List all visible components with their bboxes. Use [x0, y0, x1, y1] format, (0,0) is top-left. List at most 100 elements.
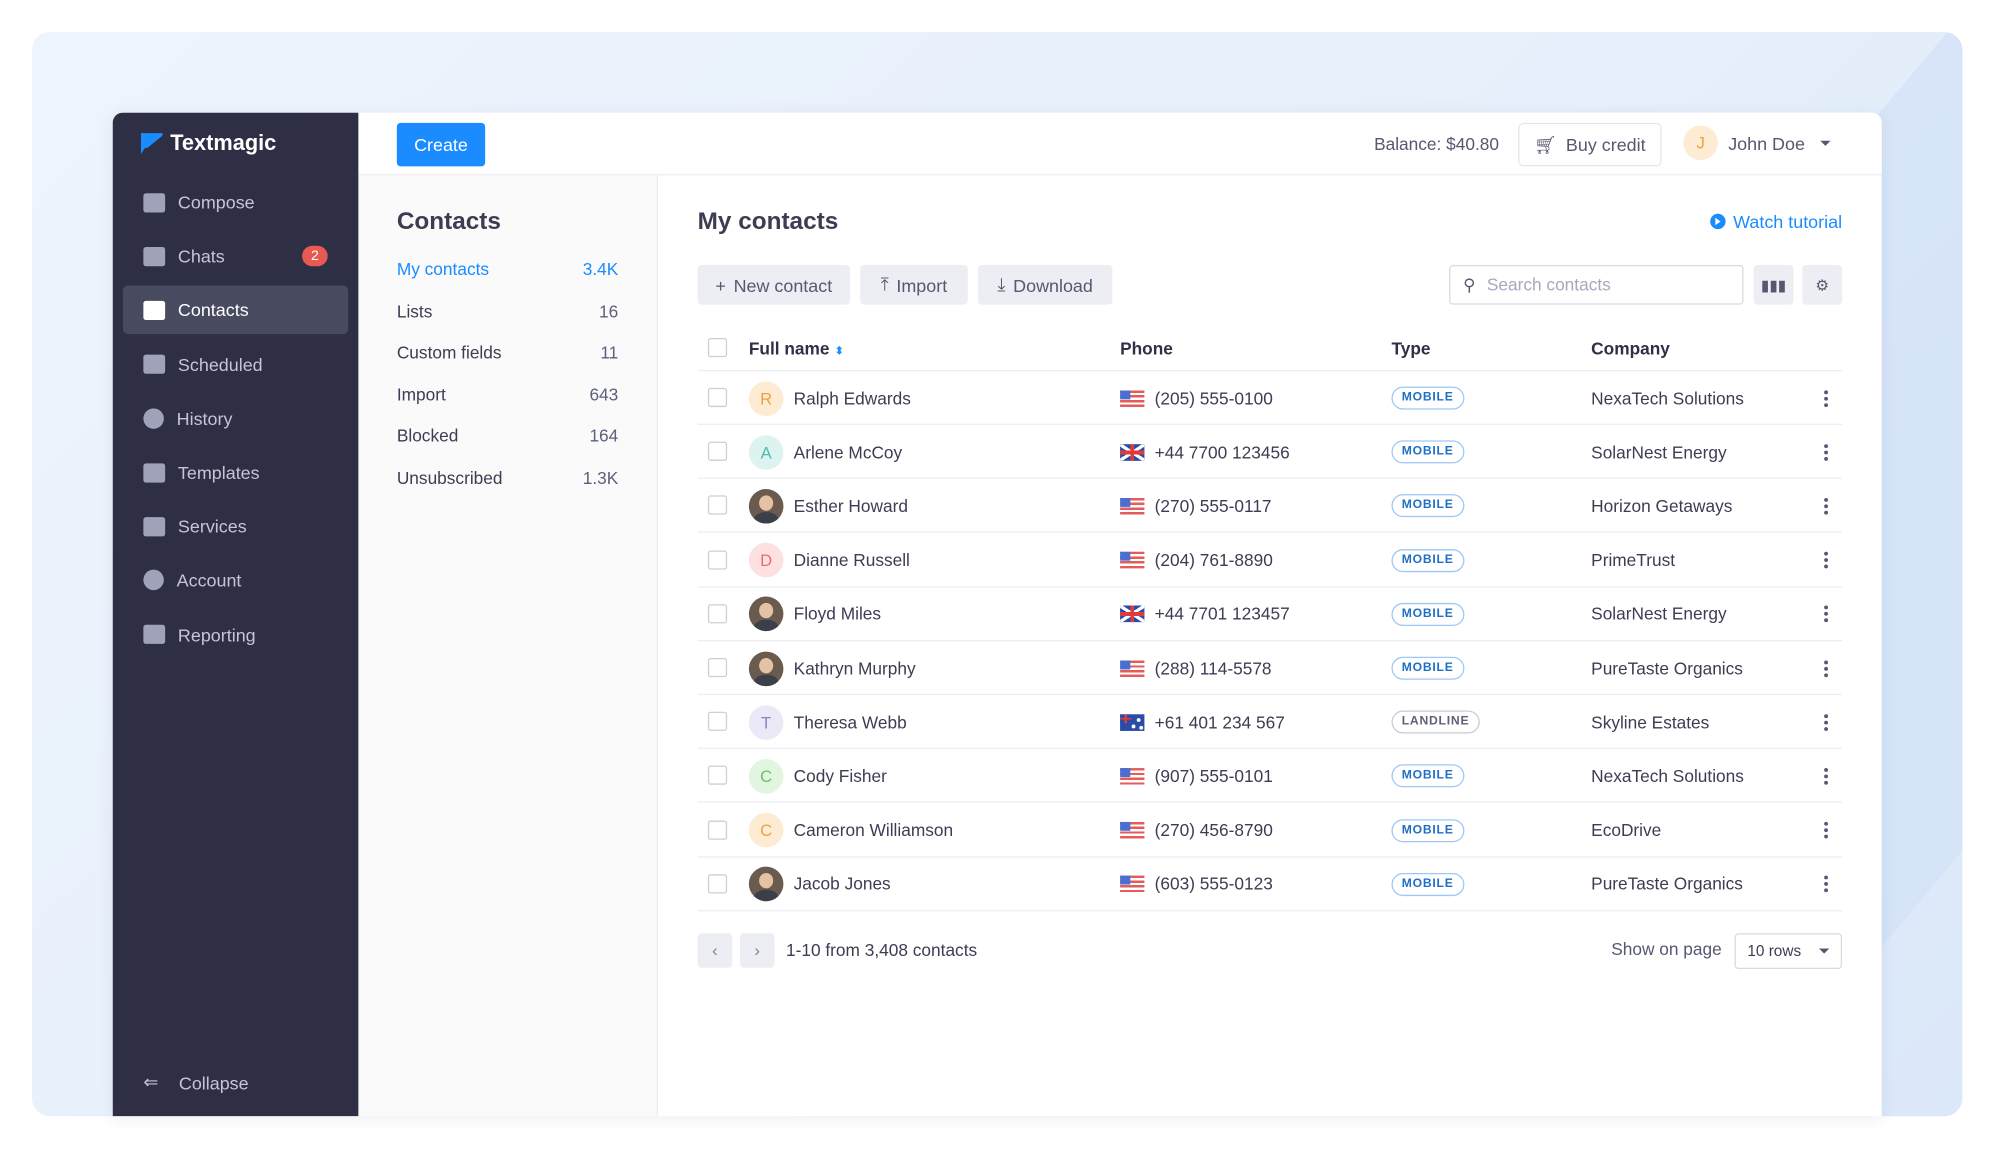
row-checkbox[interactable] [707, 549, 728, 570]
logo[interactable]: Textmagic [141, 131, 276, 157]
row-checkbox[interactable] [707, 765, 728, 786]
sidebar-item-scheduled[interactable]: Scheduled [123, 340, 348, 389]
company-cell: NexaTech Solutions [1591, 749, 1744, 803]
row-checkbox[interactable] [707, 874, 728, 894]
contact-name[interactable]: Arlene McCoy [793, 442, 903, 462]
table-row[interactable]: Esther Howard (270) 555-0117 MOBILE Hori… [697, 479, 1843, 534]
row-checkbox[interactable] [707, 657, 728, 678]
type-cell: MOBILE [1391, 371, 1464, 425]
import-label: Import [896, 274, 948, 296]
item-count: 164 [589, 426, 619, 446]
row-checkbox[interactable] [707, 441, 728, 462]
next-page-button[interactable]: › [739, 933, 775, 968]
subpanel-item-my-contacts[interactable]: My contacts 3.4K [397, 260, 618, 279]
subpanel-item-import[interactable]: Import 643 [397, 385, 618, 404]
type-badge: MOBILE [1391, 818, 1464, 842]
contact-name[interactable]: Cameron Williamson [793, 820, 954, 840]
gear-icon: ⚙ [1815, 275, 1830, 294]
phone-cell: (204) 761-8890 [1120, 533, 1273, 587]
item-label: Import [396, 385, 446, 405]
contact-name[interactable]: Dianne Russell [793, 550, 910, 570]
subpanel-item-blocked[interactable]: Blocked 164 [397, 427, 618, 446]
sidebar-item-templates[interactable]: Templates [123, 448, 348, 497]
chevron-down-icon [1820, 140, 1831, 146]
type-cell: MOBILE [1391, 749, 1464, 803]
row-menu-button[interactable] [1816, 695, 1834, 749]
company-cell: PureTaste Organics [1591, 857, 1743, 911]
row-checkbox[interactable] [707, 711, 728, 732]
cart-icon: 🛒︎ [1534, 133, 1557, 155]
watch-tutorial-link[interactable]: Watch tutorial [1710, 211, 1842, 232]
company-cell: Horizon Getaways [1591, 479, 1732, 533]
sidebar-item-history[interactable]: History [123, 394, 348, 443]
unread-badge: 2 [302, 246, 328, 267]
import-button[interactable]: ⤒ Import [860, 264, 968, 305]
column-full-name[interactable]: Full name ⬍ [749, 339, 844, 358]
table-row[interactable]: Floyd Miles +44 7701 123457 MOBILE Solar… [697, 587, 1843, 642]
search-field[interactable]: ⚲ [1449, 264, 1744, 305]
prev-page-button[interactable]: ‹ [697, 933, 733, 968]
create-button[interactable]: Create [396, 122, 486, 167]
table-row[interactable]: Jacob Jones (603) 555-0123 MOBILE PureTa… [697, 857, 1843, 912]
table-row[interactable]: Kathryn Murphy (288) 114-5578 MOBILE Pur… [697, 641, 1843, 696]
row-menu-button[interactable] [1816, 641, 1834, 695]
chevron-left-icon: ‹ [712, 940, 718, 961]
row-menu-button[interactable] [1816, 533, 1834, 587]
buy-credit-button[interactable]: 🛒︎ Buy credit [1518, 122, 1662, 167]
name-cell: A Arlene McCoy [748, 425, 903, 479]
select-all-checkbox[interactable] [707, 337, 728, 358]
new-contact-label: New contact [733, 274, 833, 296]
row-menu-button[interactable] [1816, 425, 1834, 479]
row-checkbox[interactable] [707, 387, 728, 408]
sidebar-item-reporting[interactable]: Reporting [123, 610, 348, 659]
contact-name[interactable]: Jacob Jones [793, 874, 891, 894]
contact-name[interactable]: Cody Fisher [793, 766, 887, 786]
sidebar-item-chats[interactable]: Chats 2 [123, 232, 348, 281]
rows-per-page-select[interactable]: 10 rows [1734, 933, 1843, 970]
row-menu-button[interactable] [1816, 371, 1834, 425]
subpanel-item-lists[interactable]: Lists 16 [397, 302, 618, 321]
sidebar-item-contacts[interactable]: Contacts [122, 285, 349, 335]
row-menu-button[interactable] [1816, 749, 1834, 803]
sidebar-item-compose[interactable]: Compose [123, 178, 348, 227]
row-menu-button[interactable] [1816, 587, 1834, 641]
flag-us-icon [1120, 821, 1145, 839]
row-menu-button[interactable] [1816, 803, 1834, 857]
contact-name[interactable]: Floyd Miles [793, 604, 882, 624]
row-checkbox[interactable] [707, 603, 728, 624]
table-row[interactable]: A Arlene McCoy +44 7700 123456 MOBILE Sol… [697, 425, 1843, 479]
table-row[interactable]: C Cody Fisher (907) 555-0101 MOBILE NexaT… [697, 749, 1843, 804]
table-row[interactable]: R Ralph Edwards (205) 555-0100 MOBILE Nex… [697, 371, 1843, 425]
row-menu-button[interactable] [1816, 479, 1834, 533]
table-row[interactable]: D Dianne Russell (204) 761-8890 MOBILE Pr… [697, 533, 1843, 588]
contact-name[interactable]: Esther Howard [793, 496, 908, 516]
columns-button[interactable]: ▮▮▮ [1753, 264, 1794, 305]
subpanel-item-custom-fields[interactable]: Custom fields 11 [397, 343, 618, 362]
table-row[interactable]: C Cameron Williamson (270) 456-8790 MOBIL… [697, 803, 1843, 858]
row-checkbox[interactable] [707, 820, 728, 840]
subpanel-item-unsubscribed[interactable]: Unsubscribed 1.3K [397, 469, 618, 488]
contact-name[interactable]: Ralph Edwards [793, 388, 911, 408]
contact-name[interactable]: Theresa Webb [793, 712, 907, 732]
sidebar-item-services[interactable]: Services [123, 502, 348, 551]
row-menu-button[interactable] [1816, 857, 1834, 911]
sort-icon: ⬍ [834, 344, 845, 358]
name-cell: Kathryn Murphy [748, 641, 916, 695]
phone-cell: (205) 555-0100 [1120, 371, 1273, 425]
contact-name[interactable]: Kathryn Murphy [793, 658, 916, 678]
account-icon [143, 570, 164, 591]
kebab-menu-icon [1816, 821, 1834, 839]
table-row[interactable]: T Theresa Webb +61 401 234 567 LANDLINE S… [697, 695, 1843, 750]
name-cell: Floyd Miles [748, 587, 882, 641]
flag-us-icon [1120, 551, 1145, 569]
sidebar-item-account[interactable]: Account [123, 556, 348, 605]
user-menu[interactable]: J John Doe [1683, 125, 1831, 161]
contacts-icon [143, 300, 166, 320]
new-contact-button[interactable]: + New contact [697, 264, 850, 305]
download-button[interactable]: ⤓ Download [977, 264, 1113, 305]
collapse-button[interactable]: ⇐ Collapse [143, 1071, 248, 1093]
settings-button[interactable]: ⚙ [1802, 264, 1843, 305]
row-checkbox[interactable] [707, 495, 728, 516]
search-input[interactable] [1486, 275, 1718, 295]
type-badge: MOBILE [1391, 656, 1464, 680]
